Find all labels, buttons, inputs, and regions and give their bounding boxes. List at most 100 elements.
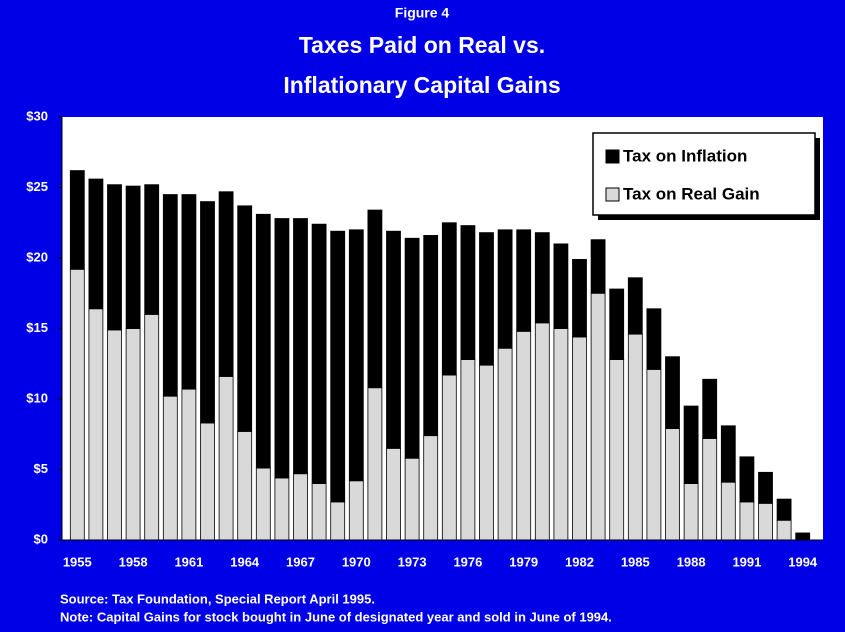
y-tick-label: $25 bbox=[26, 179, 48, 194]
x-tick-label: 1988 bbox=[677, 554, 706, 569]
bar-segment bbox=[162, 395, 178, 541]
bar-segment bbox=[702, 378, 718, 439]
x-tick-label: 1967 bbox=[286, 554, 315, 569]
bar-segment bbox=[386, 230, 401, 449]
bar-segment bbox=[553, 328, 569, 541]
x-tick-label: 1973 bbox=[398, 554, 427, 569]
y-tick-label: $15 bbox=[26, 320, 48, 335]
bar-segment bbox=[572, 336, 587, 541]
x-tick-label: 1991 bbox=[732, 554, 761, 569]
source-note: Source: Tax Foundation, Special Report A… bbox=[60, 591, 375, 606]
x-tick-label: 1979 bbox=[509, 554, 538, 569]
bar-segment bbox=[776, 498, 792, 521]
x-tick-label: 1958 bbox=[119, 554, 148, 569]
bar-segment bbox=[572, 259, 587, 338]
bar-segment bbox=[758, 471, 773, 504]
bar-segment bbox=[386, 447, 401, 541]
y-tick-label: $10 bbox=[26, 390, 48, 405]
bar-segment bbox=[107, 184, 122, 331]
bar-segment bbox=[255, 467, 271, 541]
bar-segment bbox=[739, 456, 755, 503]
bar-segment bbox=[590, 292, 606, 541]
bar-segment bbox=[218, 191, 234, 377]
bar-segment bbox=[348, 229, 364, 482]
chart-title: Inflationary Capital Gains bbox=[283, 72, 560, 98]
bar-segment bbox=[479, 232, 494, 366]
legend bbox=[592, 132, 816, 216]
bar-segment bbox=[460, 359, 476, 541]
bar-segment bbox=[404, 457, 420, 541]
bar-segment bbox=[497, 347, 513, 541]
bar-segment bbox=[423, 235, 439, 437]
bar-segment bbox=[423, 435, 439, 541]
bar-segment bbox=[311, 483, 327, 541]
bar-segment bbox=[330, 501, 346, 541]
bar-segment bbox=[516, 330, 532, 541]
bar-segment bbox=[200, 422, 215, 541]
bar-segment bbox=[293, 473, 308, 541]
bar-segment bbox=[497, 229, 513, 349]
bar-segment bbox=[627, 277, 643, 335]
legend-label: Tax on Inflation bbox=[623, 146, 747, 165]
bar-segment bbox=[609, 288, 625, 360]
x-tick-label: 1955 bbox=[63, 554, 92, 569]
legend-swatch bbox=[605, 187, 620, 202]
bar-segment bbox=[720, 481, 736, 541]
bar-segment bbox=[720, 425, 736, 483]
chart-title: Taxes Paid on Real vs. bbox=[299, 32, 545, 58]
bar-segment bbox=[609, 359, 625, 541]
bar-segment bbox=[125, 328, 141, 541]
bar-segment bbox=[237, 205, 253, 432]
bar-segment bbox=[255, 213, 271, 469]
bar-segment bbox=[516, 229, 532, 332]
bar-segment bbox=[590, 239, 606, 294]
x-tick-label: 1970 bbox=[342, 554, 371, 569]
bar-segment bbox=[274, 218, 290, 479]
x-tick-label: 1976 bbox=[453, 554, 482, 569]
bar-segment bbox=[665, 356, 680, 430]
bar-segment bbox=[758, 502, 773, 541]
bar-segment bbox=[107, 329, 122, 541]
legend-swatch bbox=[605, 149, 620, 164]
y-tick-label: $5 bbox=[34, 461, 48, 476]
bar-segment bbox=[311, 223, 327, 485]
bar-segment bbox=[181, 194, 197, 390]
legend-label: Tax on Real Gain bbox=[623, 184, 760, 203]
bar-segment bbox=[237, 431, 253, 541]
bar-segment bbox=[367, 387, 383, 541]
bar-segment bbox=[534, 232, 550, 324]
bar-segment bbox=[88, 308, 104, 541]
figure-label: Figure 4 bbox=[395, 5, 450, 21]
bar-segment bbox=[795, 532, 811, 541]
bar-segment bbox=[181, 388, 197, 541]
bar-segment bbox=[69, 170, 85, 270]
bar-segment bbox=[367, 209, 383, 389]
bar-segment bbox=[88, 178, 104, 310]
bar-segment bbox=[218, 376, 234, 541]
bar-segment bbox=[665, 428, 680, 541]
bar-segment bbox=[776, 519, 792, 541]
bar-segment bbox=[200, 201, 215, 424]
bar-segment bbox=[479, 364, 494, 541]
bar-segment bbox=[293, 218, 308, 475]
bar-segment bbox=[274, 477, 290, 541]
bar-segment bbox=[441, 222, 457, 376]
bar-segment bbox=[702, 438, 718, 541]
x-tick-label: 1964 bbox=[230, 554, 260, 569]
bar-segment bbox=[460, 225, 476, 360]
bar-segment bbox=[683, 405, 699, 484]
bar-segment bbox=[404, 237, 420, 459]
bar-segment bbox=[144, 313, 160, 541]
x-tick-label: 1994 bbox=[788, 554, 818, 569]
bar-segment bbox=[683, 483, 699, 541]
y-tick-label: $30 bbox=[26, 108, 48, 123]
bar-segment bbox=[69, 268, 85, 541]
x-tick-label: 1961 bbox=[174, 554, 203, 569]
bar-segment bbox=[534, 322, 550, 541]
y-tick-label: $0 bbox=[34, 531, 48, 546]
bar-segment bbox=[125, 185, 141, 329]
bar-segment bbox=[646, 368, 662, 541]
bar-segment bbox=[330, 230, 346, 503]
bar-segment bbox=[162, 194, 178, 397]
